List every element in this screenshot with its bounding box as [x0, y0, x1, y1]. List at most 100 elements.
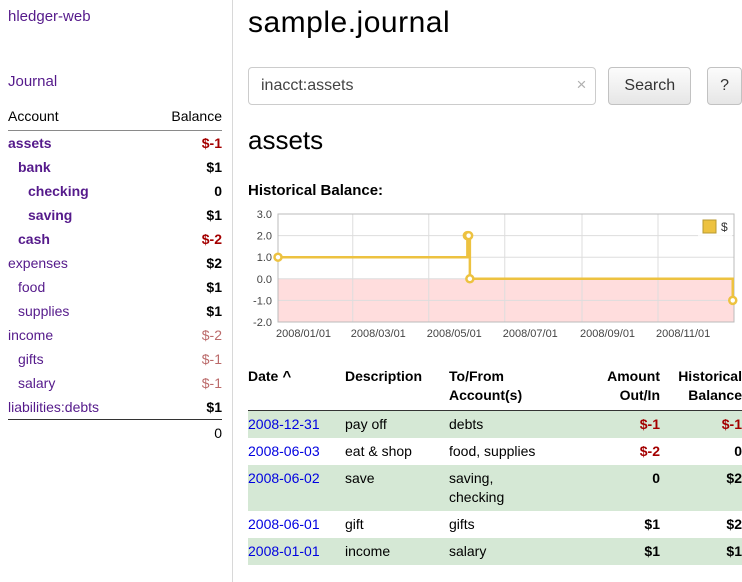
- main-content: sample.journal × Search ? assets Histori…: [248, 0, 742, 565]
- register-description: income: [345, 543, 391, 559]
- register-header-date[interactable]: Date ^: [248, 365, 345, 411]
- account-row: salary $-1: [8, 371, 222, 395]
- account-row: income $-2: [8, 323, 222, 347]
- account-table-header: Account Balance: [8, 106, 222, 131]
- account-link-food[interactable]: food: [18, 279, 46, 295]
- account-row: assets $-1: [8, 131, 222, 156]
- transaction-date-link[interactable]: 2008-12-31: [248, 416, 320, 432]
- register-description: eat & shop: [345, 443, 412, 459]
- transaction-date-link[interactable]: 2008-01-01: [248, 543, 320, 559]
- account-balance: $2: [206, 255, 222, 271]
- register-row[interactable]: 2008-01-01 income salary $1 $1: [248, 538, 742, 565]
- account-link-liabilities-debts[interactable]: liabilities:debts: [8, 399, 100, 415]
- svg-text:2008/11/01: 2008/11/01: [656, 328, 710, 340]
- account-row: checking 0: [8, 179, 222, 203]
- account-link-income[interactable]: income: [8, 327, 54, 343]
- account-balance: $-2: [201, 327, 222, 343]
- account-row: supplies $1: [8, 299, 222, 323]
- account-balance: $1: [206, 303, 222, 319]
- account-row: food $1: [8, 275, 222, 299]
- account-row: bank $1: [8, 155, 222, 179]
- app-title-link[interactable]: hledger-web: [8, 8, 91, 25]
- account-balance: $1: [206, 399, 222, 415]
- register-balance: 0: [734, 443, 742, 459]
- account-row: cash $-2: [8, 227, 222, 251]
- sidebar: hledger-web Journal Account Balance asse…: [0, 0, 233, 582]
- transaction-date-link[interactable]: 2008-06-01: [248, 516, 320, 532]
- register-description: gift: [345, 516, 364, 532]
- register-accounts: saving, checking: [449, 470, 505, 505]
- register-header-amount-out-in: Amount Out/In: [582, 365, 660, 411]
- svg-text:2008/09/01: 2008/09/01: [580, 328, 635, 340]
- account-link-checking[interactable]: checking: [28, 183, 89, 199]
- register-accounts: debts: [449, 416, 484, 432]
- svg-text:2008/07/01: 2008/07/01: [503, 328, 558, 340]
- register-description: save: [345, 470, 375, 486]
- account-link-saving[interactable]: saving: [28, 207, 73, 223]
- register-row[interactable]: 2008-06-03 eat & shop food, supplies $-2 0: [248, 438, 742, 465]
- account-balance: $-2: [201, 231, 222, 247]
- register-accounts: gifts: [449, 516, 475, 532]
- svg-text:$: $: [721, 220, 728, 234]
- account-total-row: 0: [8, 419, 222, 445]
- register-rows: 2008-12-31 pay off debts $-1 $-1 2008-06-03 ea…: [248, 410, 742, 565]
- account-balance: $1: [206, 279, 222, 295]
- search-button[interactable]: Search: [608, 67, 692, 105]
- register-balance: $-1: [721, 416, 742, 432]
- account-link-expenses[interactable]: expenses: [8, 255, 68, 271]
- account-row: liabilities:debts $1: [8, 395, 222, 420]
- balance-column-header: Balance: [145, 106, 222, 131]
- svg-text:2008/05/01: 2008/05/01: [427, 328, 482, 340]
- account-total-balance: 0: [145, 419, 222, 445]
- svg-text:3.0: 3.0: [257, 209, 272, 221]
- svg-text:2008/01/01: 2008/01/01: [276, 328, 331, 340]
- register-balance: $1: [726, 543, 742, 559]
- account-link-gifts[interactable]: gifts: [18, 351, 44, 367]
- register-accounts: food, supplies: [449, 443, 536, 459]
- register-row[interactable]: 2008-06-02 save saving, checking 0 $2: [248, 465, 742, 511]
- svg-text:2008/03/01: 2008/03/01: [351, 328, 406, 340]
- register-row[interactable]: 2008-06-01 gift gifts $1 $2: [248, 511, 742, 538]
- register-amount: $-2: [639, 443, 660, 459]
- account-link-salary[interactable]: salary: [18, 375, 56, 391]
- account-link-bank[interactable]: bank: [18, 159, 51, 175]
- account-row: expenses $2: [8, 251, 222, 275]
- search-input[interactable]: [248, 67, 597, 105]
- transaction-date-link[interactable]: 2008-06-02: [248, 470, 320, 486]
- register-amount: $1: [644, 516, 660, 532]
- account-link-cash[interactable]: cash: [18, 231, 50, 247]
- register-description: pay off: [345, 416, 387, 432]
- register-row[interactable]: 2008-12-31 pay off debts $-1 $-1: [248, 410, 742, 438]
- account-balance: $-1: [201, 135, 222, 151]
- account-link-assets[interactable]: assets: [8, 135, 52, 151]
- historical-balance-chart: 3.0 2.0 1.0 0.0 -1.0 -2.0 2008/01/01 2008/03/01…: [253, 209, 738, 340]
- search-form: × Search ?: [248, 67, 742, 105]
- search-input-wrap: ×: [248, 67, 597, 105]
- sidebar-item-journal[interactable]: Journal: [8, 73, 58, 90]
- register-header-description: Description: [345, 365, 449, 411]
- register-balance: $2: [726, 516, 742, 532]
- svg-text:2.0: 2.0: [257, 231, 272, 243]
- account-balance: $-1: [201, 351, 222, 367]
- clear-search-icon[interactable]: ×: [576, 75, 587, 94]
- account-balance: $1: [206, 159, 222, 175]
- register-amount: $1: [644, 543, 660, 559]
- account-row: saving $1: [8, 203, 222, 227]
- register-table: Date ^ Description To/From Account(s) Amoun…: [248, 365, 742, 565]
- register-header-historical-balance: Historical Balance: [660, 365, 742, 411]
- transaction-date-link[interactable]: 2008-06-03: [248, 443, 320, 459]
- account-link-supplies[interactable]: supplies: [18, 303, 70, 319]
- account-heading: assets: [248, 125, 324, 155]
- register-header-to-from-account-s-: To/From Account(s): [449, 365, 582, 411]
- register-balance: $2: [726, 470, 742, 486]
- svg-text:1.0: 1.0: [257, 252, 272, 264]
- chart-title: Historical Balance:: [248, 182, 384, 199]
- register-amount: $-1: [639, 416, 660, 432]
- page-title: sample.journal: [248, 6, 451, 39]
- account-balance: 0: [214, 183, 222, 199]
- svg-text:-1.0: -1.0: [253, 295, 272, 307]
- account-column-header: Account: [8, 106, 146, 131]
- account-tree-table: Account Balance assets $-1 bank $1 checking 0…: [8, 106, 222, 445]
- help-button[interactable]: ?: [707, 67, 742, 105]
- account-rows: assets $-1 bank $1 checking 0 saving $1 cash $-2 e…: [8, 131, 222, 420]
